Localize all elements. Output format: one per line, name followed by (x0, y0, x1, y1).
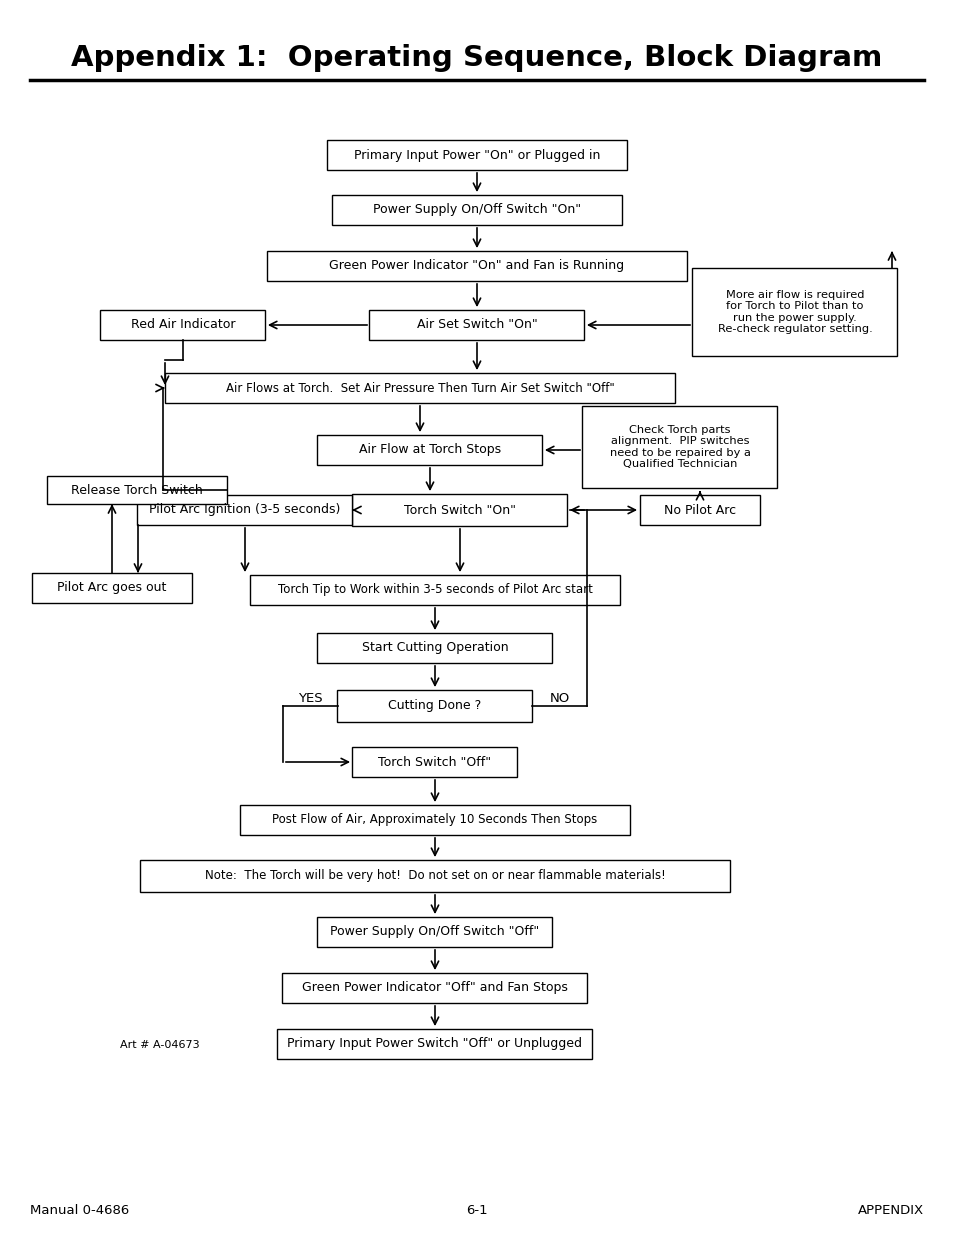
FancyBboxPatch shape (692, 268, 897, 356)
FancyBboxPatch shape (352, 494, 567, 526)
FancyBboxPatch shape (317, 435, 542, 466)
FancyBboxPatch shape (100, 310, 265, 340)
Text: Manual 0-4686: Manual 0-4686 (30, 1203, 129, 1216)
Text: Green Power Indicator "Off" and Fan Stops: Green Power Indicator "Off" and Fan Stop… (302, 982, 567, 994)
FancyBboxPatch shape (282, 973, 587, 1003)
Text: Power Supply On/Off Switch "Off": Power Supply On/Off Switch "Off" (330, 925, 539, 939)
Text: Green Power Indicator "On" and Fan is Running: Green Power Indicator "On" and Fan is Ru… (329, 259, 624, 273)
FancyBboxPatch shape (582, 406, 777, 488)
Text: YES: YES (297, 692, 322, 704)
Text: 6-1: 6-1 (466, 1203, 487, 1216)
FancyBboxPatch shape (317, 918, 552, 947)
Text: Power Supply On/Off Switch "On": Power Supply On/Off Switch "On" (373, 204, 580, 216)
Text: Air Flow at Torch Stops: Air Flow at Torch Stops (358, 443, 500, 457)
Text: Note:  The Torch will be very hot!  Do not set on or near flammable materials!: Note: The Torch will be very hot! Do not… (204, 869, 664, 883)
FancyBboxPatch shape (337, 690, 532, 722)
FancyBboxPatch shape (327, 140, 626, 170)
Text: Art # A-04673: Art # A-04673 (120, 1040, 199, 1050)
Text: NO: NO (549, 692, 570, 704)
FancyBboxPatch shape (140, 860, 729, 892)
Text: Red Air Indicator: Red Air Indicator (131, 319, 235, 331)
FancyBboxPatch shape (165, 373, 675, 403)
FancyBboxPatch shape (317, 634, 552, 663)
FancyBboxPatch shape (332, 195, 621, 225)
FancyBboxPatch shape (277, 1029, 592, 1058)
FancyBboxPatch shape (137, 495, 352, 525)
Text: Torch Switch "Off": Torch Switch "Off" (378, 756, 491, 768)
Text: Start Cutting Operation: Start Cutting Operation (361, 641, 508, 655)
Text: Pilot Arc goes out: Pilot Arc goes out (57, 582, 167, 594)
Text: Torch Switch "On": Torch Switch "On" (403, 504, 516, 516)
FancyBboxPatch shape (352, 747, 517, 777)
Text: No Pilot Arc: No Pilot Arc (663, 504, 736, 516)
Text: Air Set Switch "On": Air Set Switch "On" (416, 319, 537, 331)
FancyBboxPatch shape (250, 576, 619, 605)
Text: Primary Input Power Switch "Off" or Unplugged: Primary Input Power Switch "Off" or Unpl… (287, 1037, 582, 1051)
FancyBboxPatch shape (369, 310, 584, 340)
Text: Post Flow of Air, Approximately 10 Seconds Then Stops: Post Flow of Air, Approximately 10 Secon… (273, 814, 597, 826)
Text: APPENDIX: APPENDIX (857, 1203, 923, 1216)
Text: Check Torch parts
alignment.  PIP switches
need to be repaired by a
Qualified Te: Check Torch parts alignment. PIP switche… (609, 425, 750, 469)
Text: Release Torch Switch: Release Torch Switch (71, 483, 203, 496)
Text: Air Flows at Torch.  Set Air Pressure Then Turn Air Set Switch "Off": Air Flows at Torch. Set Air Pressure The… (226, 382, 614, 394)
FancyBboxPatch shape (240, 805, 629, 835)
Text: Cutting Done ?: Cutting Done ? (388, 699, 481, 713)
Text: Primary Input Power "On" or Plugged in: Primary Input Power "On" or Plugged in (354, 148, 599, 162)
Text: Pilot Arc Ignition (3-5 seconds): Pilot Arc Ignition (3-5 seconds) (150, 504, 340, 516)
Text: Torch Tip to Work within 3-5 seconds of Pilot Arc start: Torch Tip to Work within 3-5 seconds of … (277, 583, 592, 597)
Text: Appendix 1:  Operating Sequence, Block Diagram: Appendix 1: Operating Sequence, Block Di… (71, 44, 882, 72)
FancyBboxPatch shape (267, 251, 686, 282)
FancyBboxPatch shape (639, 495, 760, 525)
FancyBboxPatch shape (32, 573, 192, 603)
Text: More air flow is required
for Torch to Pilot than to
run the power supply.
Re-ch: More air flow is required for Torch to P… (717, 289, 871, 335)
FancyBboxPatch shape (47, 475, 227, 504)
